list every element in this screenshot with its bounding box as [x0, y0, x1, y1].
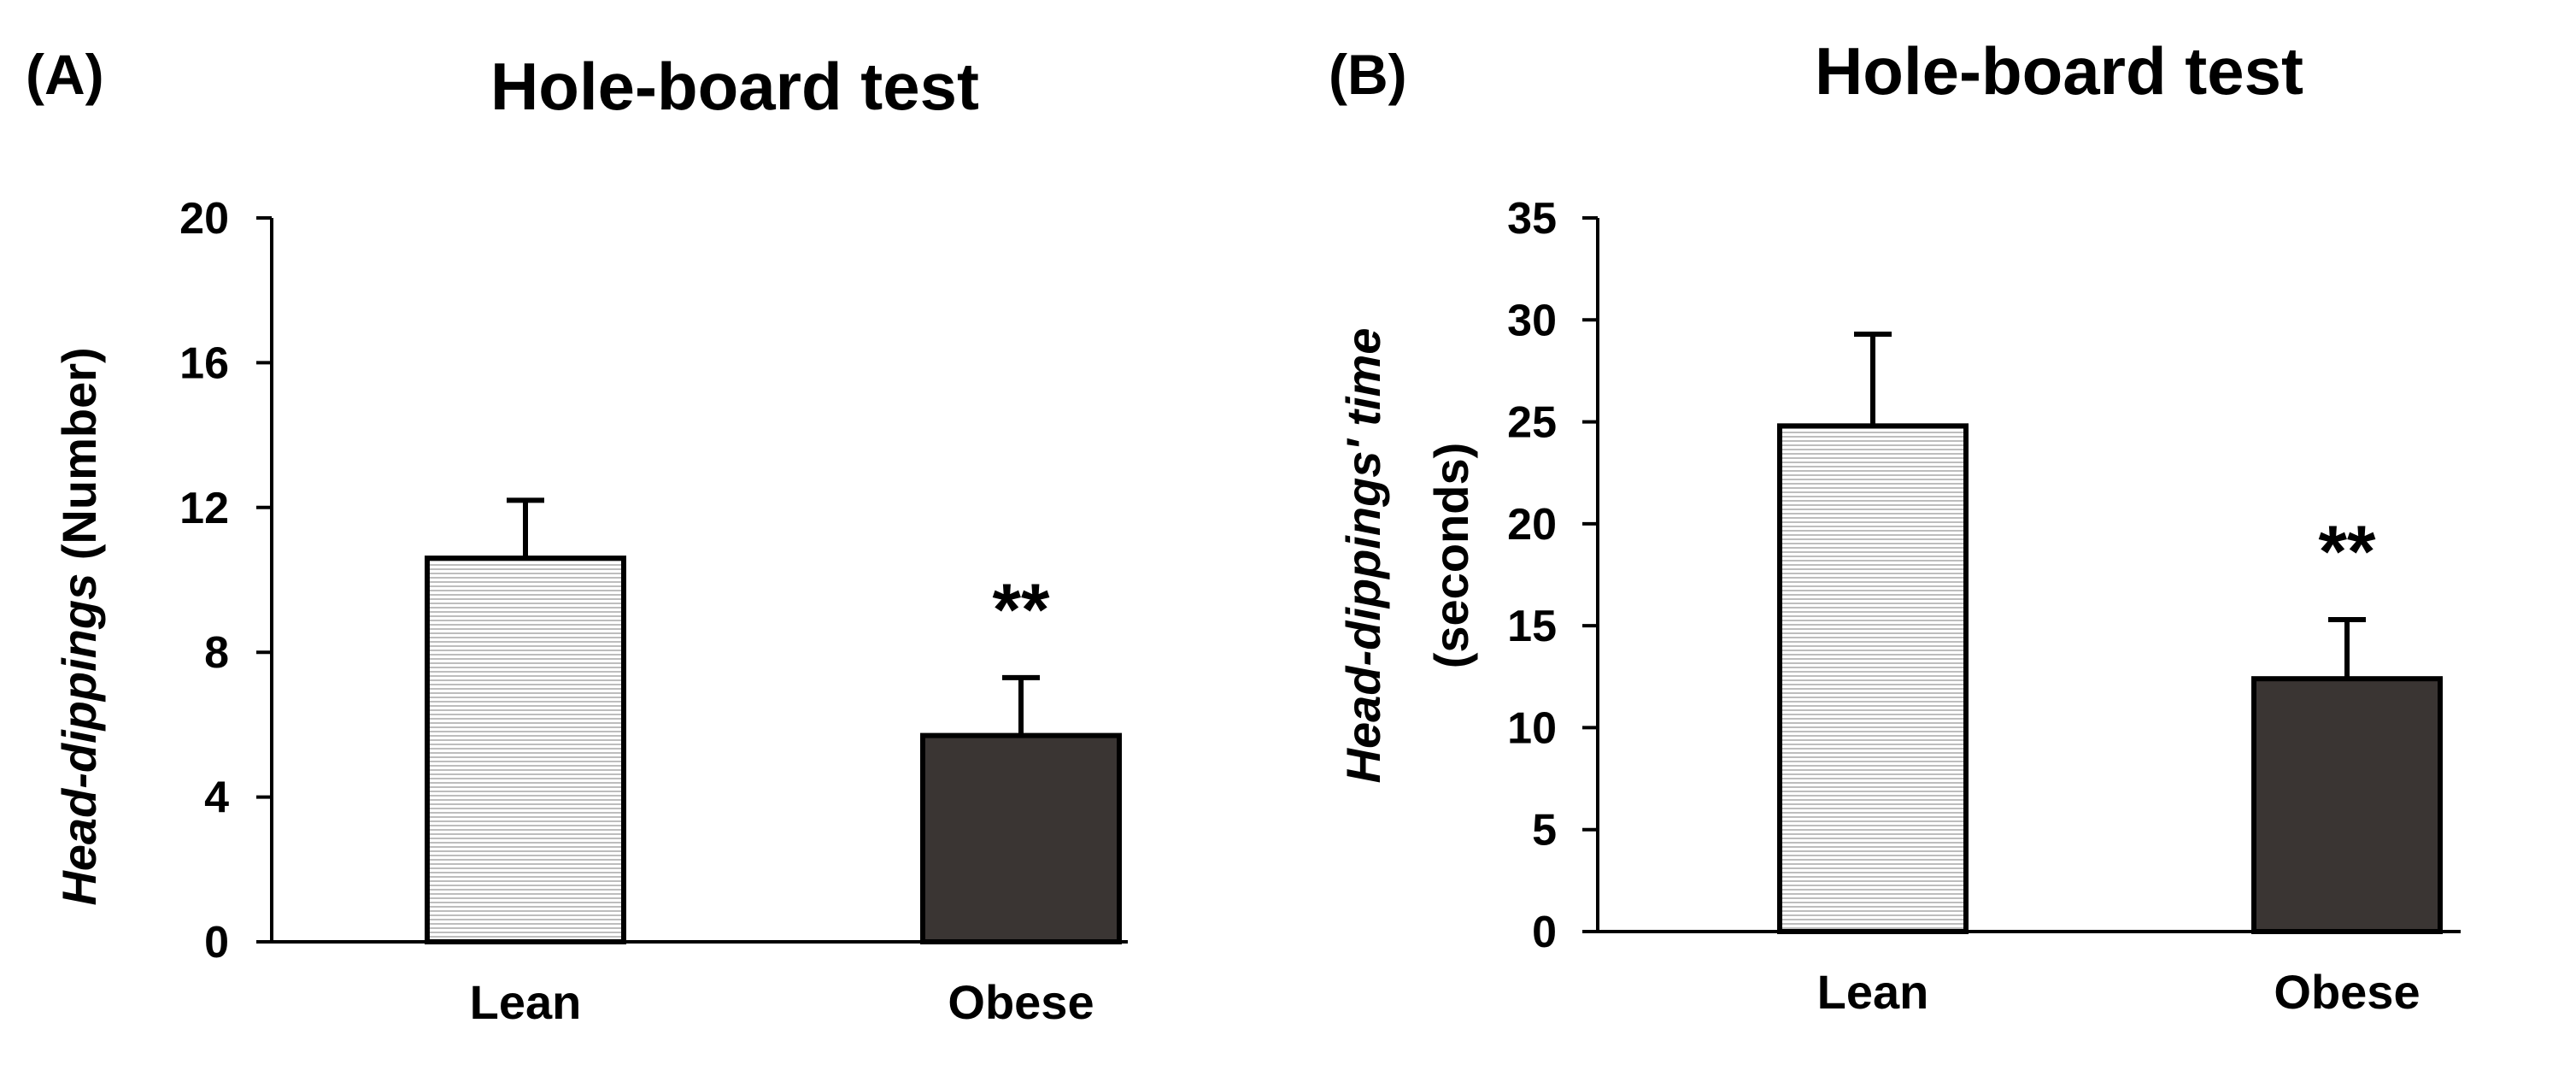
x-categories-a: Lean Obese — [470, 975, 1094, 1029]
y-tick-label: 10 — [1507, 703, 1557, 753]
y-tick-label: 0 — [1532, 908, 1557, 957]
y-axis-label-a-rest: (Number) — [52, 347, 106, 573]
y-tick-label: 12 — [179, 484, 229, 533]
x-category-label: Obese — [2274, 965, 2420, 1019]
chart-title-a: Hole-board test — [490, 49, 979, 124]
axes-a — [270, 218, 1128, 944]
y-tick-label: 25 — [1507, 398, 1557, 448]
y-tick-label: 8 — [204, 628, 229, 678]
y-tick-label: 15 — [1507, 602, 1557, 651]
y-tick-label: 35 — [1507, 194, 1557, 244]
axes-b — [1596, 218, 2461, 933]
panel-label-a: (A) — [26, 43, 104, 106]
chart-title-b: Hole-board test — [1815, 33, 2303, 109]
x-category-label: Obese — [948, 975, 1094, 1029]
y-tick-label: 5 — [1532, 806, 1557, 856]
panel-label-b: (B) — [1329, 43, 1407, 106]
y-tick-label: 0 — [204, 918, 229, 967]
bars-a: ** — [425, 497, 1122, 945]
chart-panel-a: (A) Hole-board test Head-dippings (Numbe… — [26, 43, 1128, 1029]
y-axis-label-b-line1: Head-dippings' time — [1336, 328, 1390, 784]
y-tick-label: 20 — [179, 194, 229, 244]
significance-marker: ** — [993, 569, 1050, 651]
y-tick-label: 4 — [204, 773, 229, 823]
y-tick-label: 20 — [1507, 500, 1557, 550]
y-axis-label-b-line2: (seconds) — [1424, 443, 1478, 669]
y-tick-label: 30 — [1507, 296, 1557, 345]
bars-b: ** — [1777, 331, 2443, 935]
x-categories-b: Lean Obese — [1817, 965, 2421, 1019]
x-category-label: Lean — [470, 975, 582, 1029]
bar-obese — [2251, 676, 2443, 935]
x-category-label: Lean — [1817, 965, 1929, 1019]
bar-lean — [425, 556, 626, 945]
bar-obese — [920, 732, 1122, 944]
y-ticks-b: 0 5 10 15 20 25 30 35 — [1507, 194, 1598, 957]
bar-lean — [1777, 423, 1969, 935]
chart-panel-b: (B) Hole-board test Head-dippings' time … — [1329, 33, 2461, 1019]
significance-marker: ** — [2319, 511, 2376, 593]
y-axis-label-a: Head-dippings (Number) — [52, 347, 106, 905]
y-axis-label-a-italic: Head-dippings — [52, 573, 106, 906]
y-ticks-a: 0 4 8 12 16 20 — [179, 194, 272, 967]
y-tick-label: 16 — [179, 338, 229, 388]
